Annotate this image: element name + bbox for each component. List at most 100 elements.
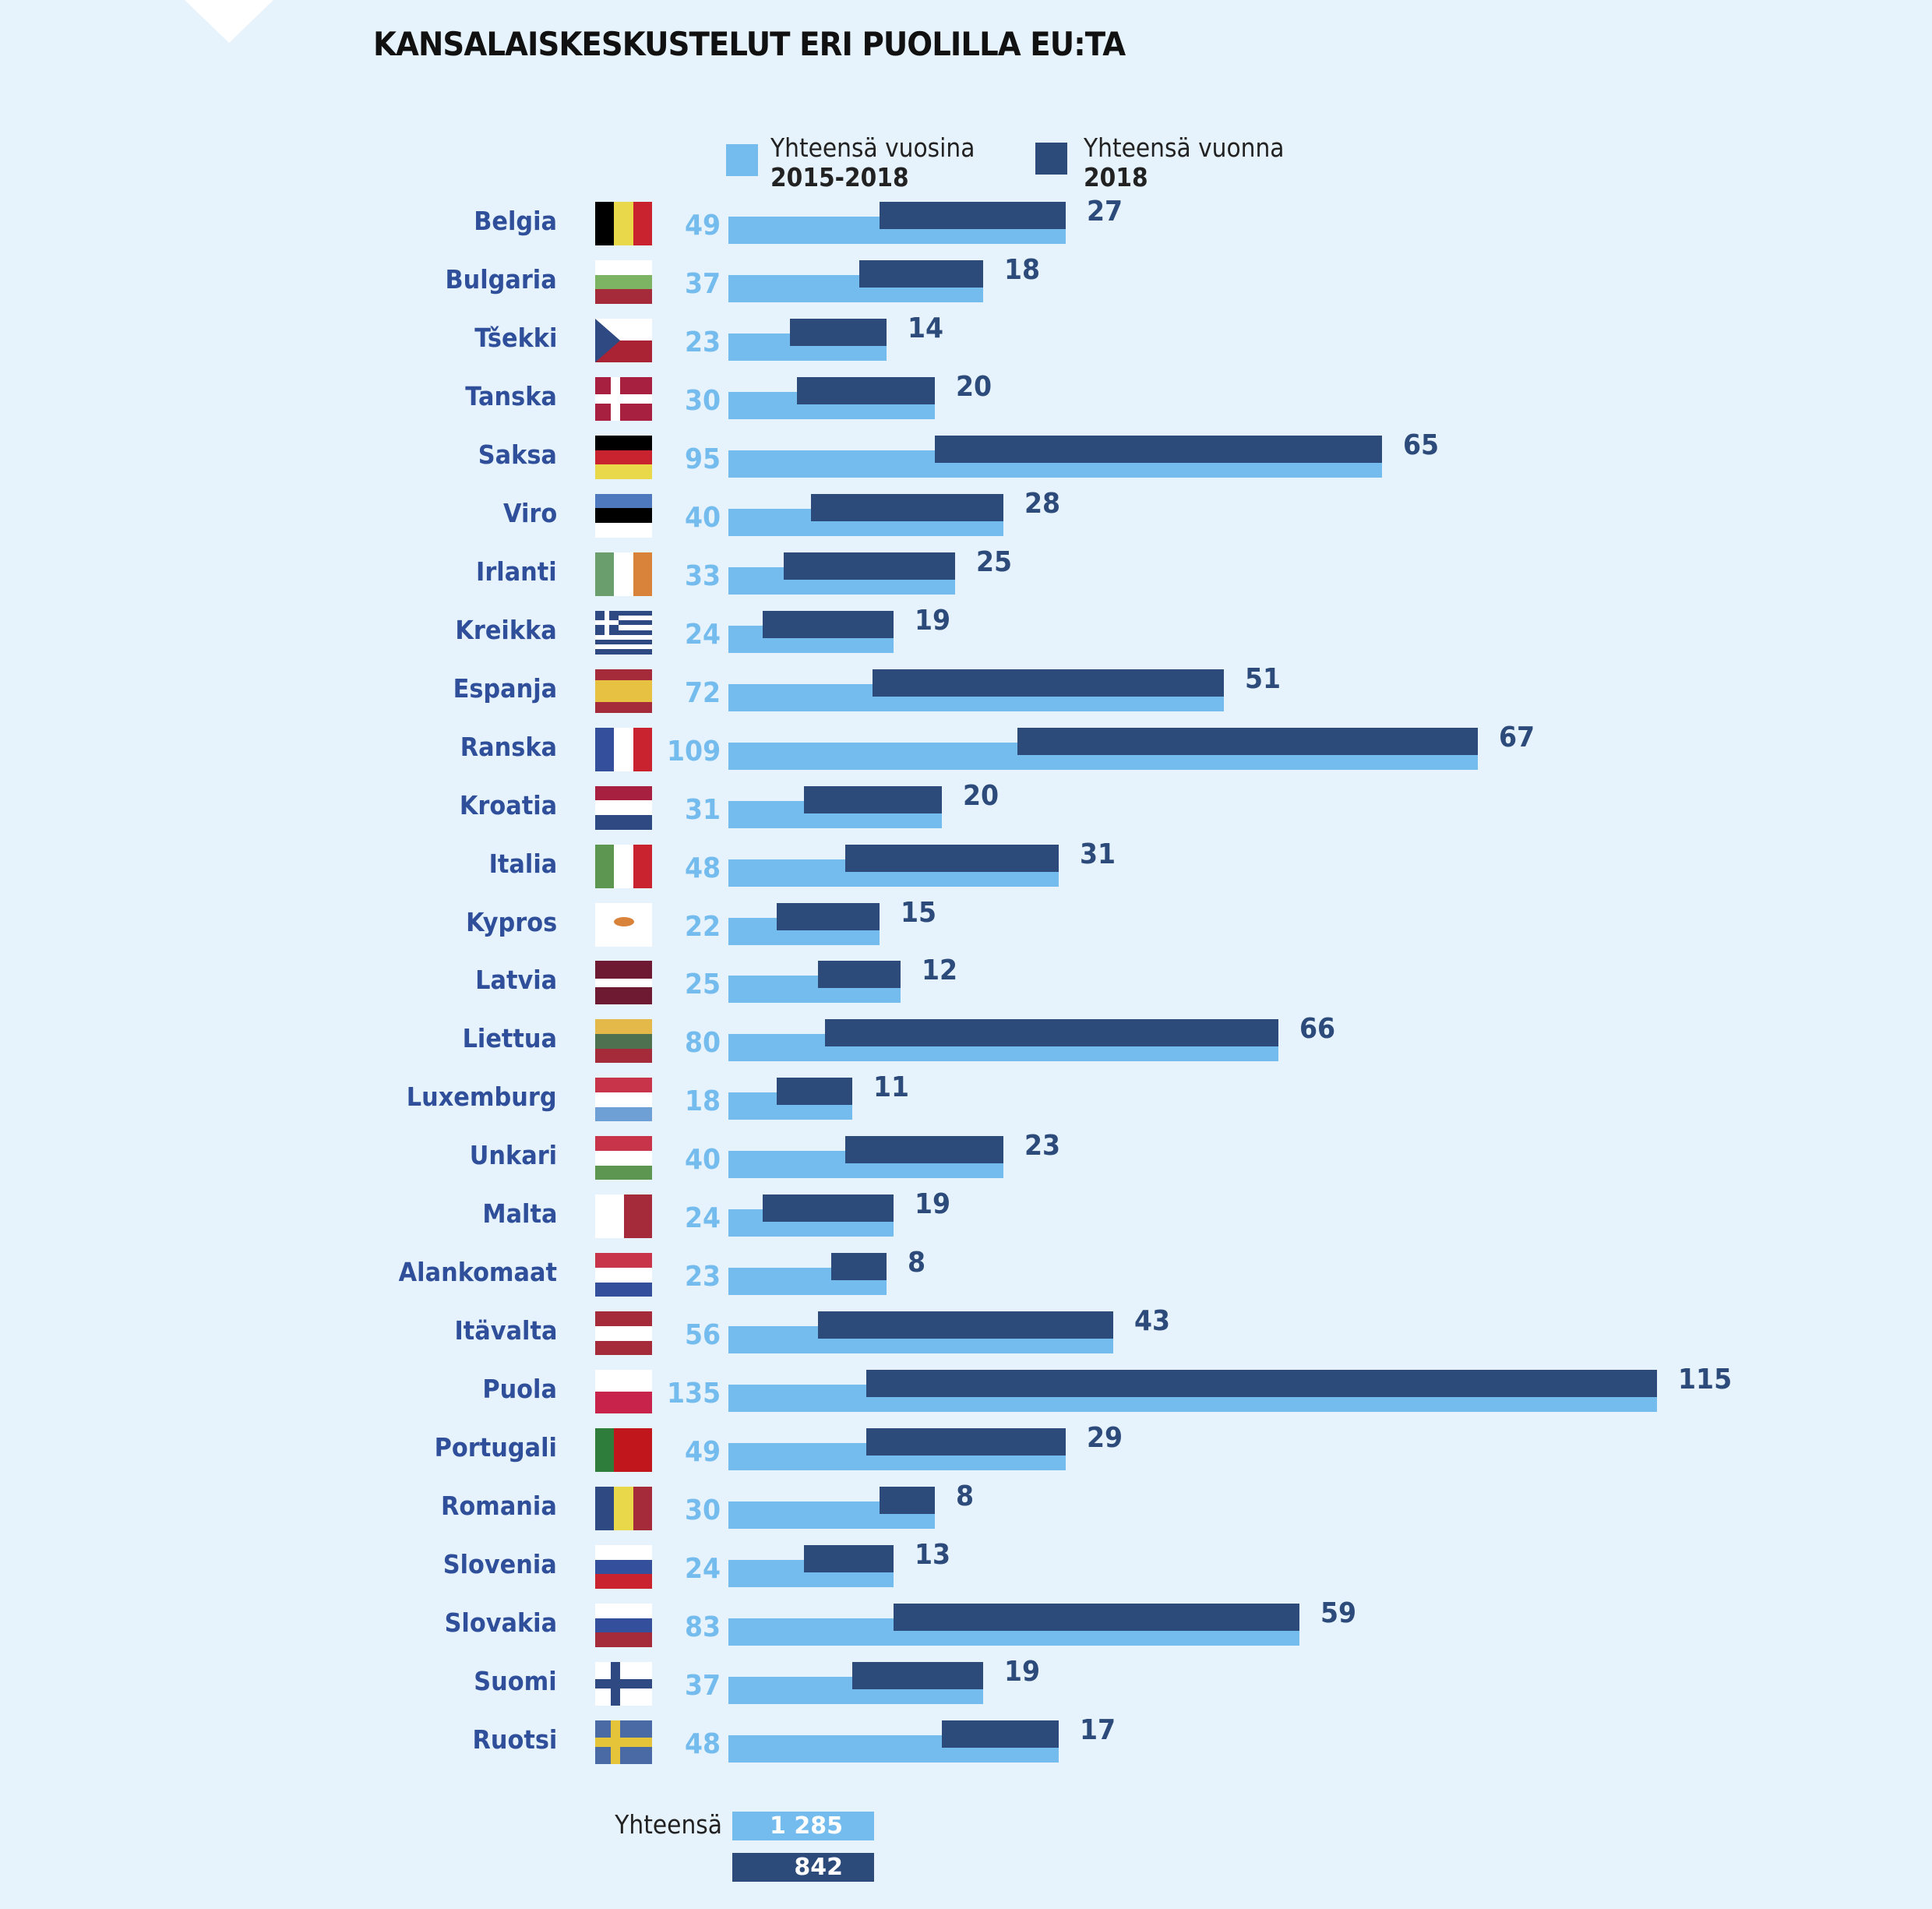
bar-2018 <box>790 318 887 346</box>
value-2015-2018: 30 <box>684 384 721 417</box>
flag-hr-icon <box>595 785 652 830</box>
value-2018: 19 <box>914 604 951 637</box>
country-label: Puola <box>482 1374 557 1405</box>
value-2018: 14 <box>908 312 944 344</box>
country-label: Tanska <box>465 380 557 411</box>
totals-label: Yhteensä <box>615 1809 722 1840</box>
value-2018: 29 <box>1086 1422 1123 1455</box>
total-2015-2018: 1 285 <box>732 1812 874 1840</box>
value-2015-2018: 23 <box>684 326 721 358</box>
country-label: Romania <box>441 1491 557 1522</box>
flag-ee-icon <box>595 493 652 538</box>
flag-cy-icon <box>595 902 652 947</box>
bar-2018 <box>873 669 1224 697</box>
flag-mt-icon <box>595 1194 652 1239</box>
country-label: Slovenia <box>442 1549 557 1580</box>
bar-2018 <box>941 1720 1059 1748</box>
flag-gr-icon <box>595 610 652 655</box>
country-label: Unkari <box>469 1140 557 1171</box>
chart-title: KANSALAISKESKUSTELUT ERI PUOLILLA EU:TA <box>373 25 1126 63</box>
value-2018: 27 <box>1086 196 1123 228</box>
bar-2018 <box>763 1194 894 1223</box>
country-label: Luxemburg <box>407 1082 557 1113</box>
flag-lt-icon <box>595 1019 652 1064</box>
value-2018: 28 <box>1024 487 1061 520</box>
country-label: Slovakia <box>444 1607 557 1639</box>
value-2018: 51 <box>1244 662 1281 695</box>
value-2015-2018: 37 <box>684 1670 721 1702</box>
value-2015-2018: 24 <box>684 1553 721 1586</box>
value-2015-2018: 109 <box>666 735 721 767</box>
value-2015-2018: 40 <box>684 501 721 534</box>
value-2018: 25 <box>976 545 1013 578</box>
value-2015-2018: 31 <box>684 793 721 826</box>
value-2015-2018: 83 <box>684 1611 721 1644</box>
value-2018: 65 <box>1402 429 1439 461</box>
flag-bg-icon <box>595 259 652 304</box>
country-label: Italia <box>488 848 557 879</box>
bar-2018 <box>804 785 942 813</box>
legend-label-line2: 2018 <box>1084 162 1148 192</box>
bar-2018 <box>804 1545 894 1573</box>
flag-dk-icon <box>595 376 652 421</box>
value-2015-2018: 24 <box>684 618 721 651</box>
bar-2018 <box>851 1662 983 1689</box>
value-2015-2018: 30 <box>684 1494 721 1527</box>
legend-swatch-2015-2018 <box>726 144 758 176</box>
value-2015-2018: 48 <box>684 1727 721 1760</box>
flag-lu-icon <box>595 1078 652 1122</box>
bar-2018 <box>866 1428 1066 1456</box>
bar-2018 <box>824 1019 1279 1047</box>
bar-2018 <box>858 259 983 288</box>
bar-2018 <box>831 1253 887 1281</box>
value-2015-2018: 135 <box>666 1378 721 1410</box>
bar-2018 <box>880 202 1066 229</box>
country-label: Bulgaria <box>445 263 557 295</box>
bar-2018 <box>776 902 880 930</box>
legend-label-line2: 2015-2018 <box>770 162 909 192</box>
country-label: Portugali <box>434 1432 557 1463</box>
value-2018: 59 <box>1320 1597 1356 1630</box>
country-label: Saksa <box>478 439 557 470</box>
flag-pt-icon <box>595 1428 652 1473</box>
flag-at-icon <box>595 1311 652 1356</box>
value-2015-2018: 25 <box>684 969 721 1001</box>
country-label: Tšekki <box>474 322 557 353</box>
country-label: Kroatia <box>459 789 557 820</box>
value-2015-2018: 48 <box>684 852 721 884</box>
flag-fr-icon <box>595 727 652 771</box>
value-2015-2018: 49 <box>684 1436 721 1469</box>
flag-lv-icon <box>595 961 652 1005</box>
country-label: Alankomaat <box>398 1257 557 1288</box>
value-2018: 13 <box>914 1539 951 1572</box>
value-2018: 66 <box>1299 1013 1336 1046</box>
country-label: Ruotsi <box>472 1724 557 1755</box>
value-2018: 67 <box>1499 721 1535 753</box>
value-2018: 17 <box>1079 1713 1116 1746</box>
value-2015-2018: 56 <box>684 1319 721 1352</box>
country-label: Kypros <box>465 906 557 937</box>
value-2015-2018: 72 <box>684 676 721 709</box>
value-2015-2018: 37 <box>684 267 721 300</box>
value-2018: 12 <box>921 954 957 987</box>
flag-de-icon <box>595 435 652 479</box>
total-2018: 842 <box>732 1853 874 1882</box>
bar-2018 <box>866 1370 1658 1398</box>
country-label: Viro <box>502 497 557 528</box>
country-label: Belgia <box>474 206 557 236</box>
value-2018: 11 <box>873 1071 910 1104</box>
value-2015-2018: 22 <box>684 910 721 943</box>
corner-triangle-decoration <box>185 0 273 43</box>
legend-swatch-2018 <box>1035 143 1067 175</box>
flag-fi-icon <box>595 1662 652 1706</box>
value-2015-2018: 18 <box>684 1085 721 1118</box>
bar-2018 <box>845 1136 1004 1164</box>
flag-si-icon <box>595 1545 652 1590</box>
value-2018: 115 <box>1678 1364 1733 1396</box>
legend-label-line1: Yhteensä vuosina <box>770 132 975 163</box>
flag-it-icon <box>595 844 652 888</box>
country-label: Liettua <box>462 1023 557 1054</box>
bar-2018 <box>1017 727 1479 755</box>
bar-2018 <box>763 610 894 638</box>
value-2015-2018: 40 <box>684 1144 721 1177</box>
